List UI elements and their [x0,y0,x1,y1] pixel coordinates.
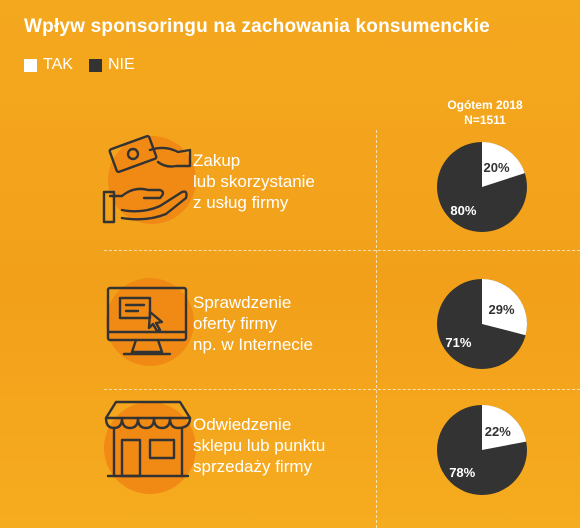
storefront-icon [104,400,192,478]
pie-label-nie: 80% [450,203,476,218]
legend-swatch-no [88,58,102,72]
row-label-line: Odwiedzenie [193,415,292,434]
row-label-line: z usług firmy [193,193,289,212]
legend: TAK NIE [24,56,151,74]
row-label-line: Zakup [193,151,241,170]
pie-label-nie: 71% [445,335,471,350]
legend-item-no: NIE [88,56,135,74]
row-label-line: np. w Internecie [193,335,314,354]
pie-slice-tak [482,405,527,450]
row-divider [104,250,580,251]
money-hand-icon [102,134,192,224]
row-label-store-visit: Odwiedzenie sklepu lub punktu sprzedaży … [193,414,325,477]
row-divider [104,389,580,390]
computer-monitor-icon [106,286,188,356]
pie-label-nie: 78% [449,465,475,480]
row-label-line: sklepu lub punktu [193,436,326,455]
row-label-line: Sprawdzenie [193,293,292,312]
row-label-line: lub skorzystanie [193,172,315,191]
vertical-divider [376,130,377,528]
chart-title: Wpływ sponsoringu na zachowania konsumen… [24,16,490,37]
pie-slice-tak [482,279,527,336]
row-label-offer-check: Sprawdzenie oferty firmy np. w Interneci… [193,292,313,355]
legend-swatch-yes [24,58,37,72]
row-label-line: sprzedaży firmy [193,457,313,476]
pie-label-tak: 20% [484,160,510,175]
column-header-title: Ogótem 2018 [447,98,523,112]
pie-label-tak: 22% [485,424,511,439]
row-label-line: oferty firmy [193,314,278,333]
legend-item-yes: TAK [24,56,73,74]
legend-label-yes: TAK [43,56,73,73]
column-header: Ogótem 2018 N=1511 [422,98,548,128]
row-label-purchase: Zakup lub skorzystanie z usług firmy [193,150,315,213]
pie-slice-tak [482,142,525,187]
pie-label-tak: 29% [489,302,515,317]
column-header-sample: N=1511 [464,113,506,127]
legend-label-no: NIE [107,56,135,73]
